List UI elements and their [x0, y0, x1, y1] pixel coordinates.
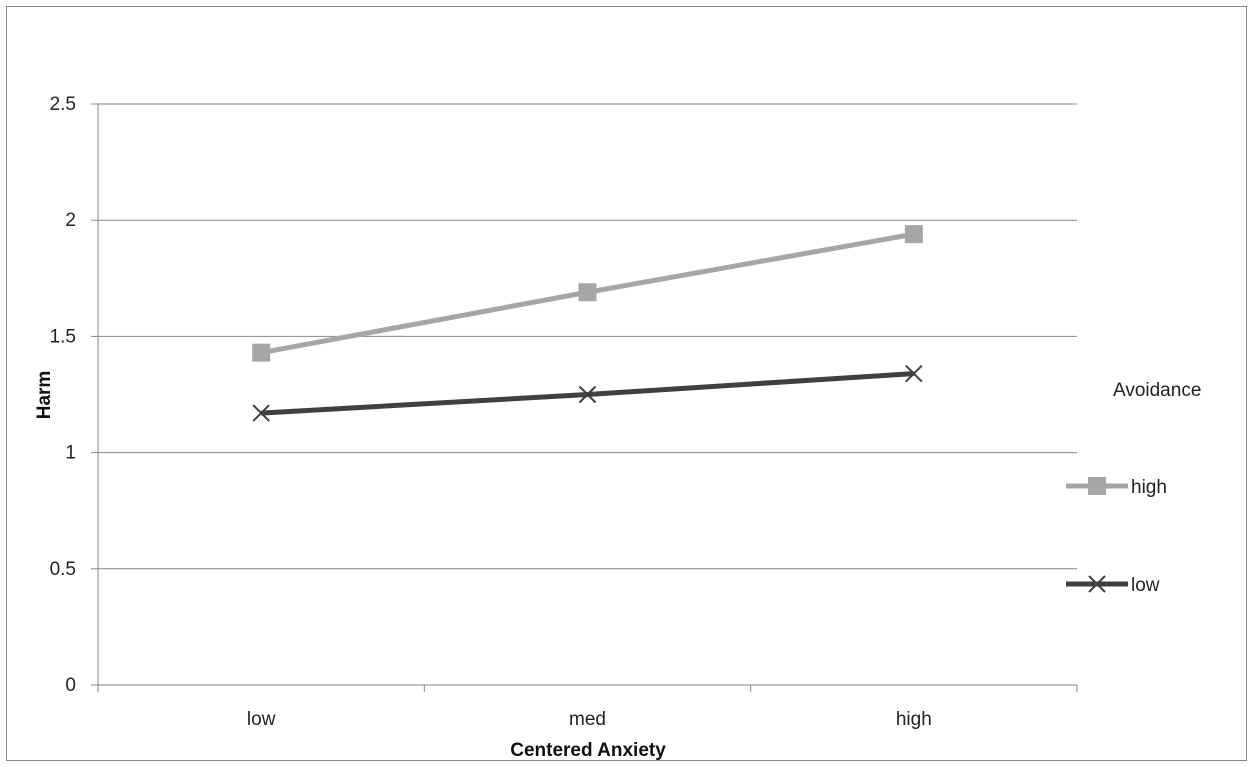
axes — [91, 103, 1078, 692]
legend-label: high — [1131, 477, 1167, 498]
x-tick-labels: low med high — [247, 709, 932, 730]
data-point-stroke — [252, 404, 270, 422]
x-tick-label: low — [247, 709, 276, 730]
y-tick-label: 2.5 — [50, 94, 76, 115]
data-point-stroke — [578, 385, 597, 404]
data-point — [578, 385, 597, 404]
data-point — [252, 404, 270, 422]
x-tick-label: high — [896, 709, 932, 730]
data-point — [905, 364, 923, 383]
data-point — [252, 343, 271, 362]
series-high — [252, 225, 923, 362]
legend-marker — [1088, 575, 1106, 593]
y-tick-label: 2 — [65, 210, 76, 231]
y-tick-labels: 0 0.5 1 1.5 2 2.5 — [50, 94, 76, 696]
gridlines — [98, 103, 1077, 570]
chart-area — [6, 6, 1247, 761]
y-tick-label: 1 — [65, 443, 76, 464]
legend-marker — [1088, 477, 1106, 495]
data-point-stroke — [905, 364, 923, 383]
legend-item-high: high — [1066, 477, 1167, 498]
legend-title: Avoidance — [1113, 380, 1201, 401]
y-axis-title: Harm — [34, 371, 55, 420]
legend-label: low — [1131, 575, 1160, 596]
data-point — [904, 225, 923, 244]
y-tick-label: 1.5 — [50, 326, 76, 347]
x-axis-title: Centered Anxiety — [510, 740, 666, 761]
x-tick-label: med — [569, 709, 606, 730]
series-layer — [252, 225, 923, 422]
y-tick-label: 0.5 — [50, 559, 76, 580]
y-tick-label: 0 — [65, 675, 76, 696]
data-point — [578, 283, 597, 302]
legend-item-low: low — [1066, 575, 1160, 596]
legend-marker-stroke — [1088, 575, 1106, 593]
legend: high low — [1066, 477, 1167, 596]
series-low — [252, 364, 923, 422]
